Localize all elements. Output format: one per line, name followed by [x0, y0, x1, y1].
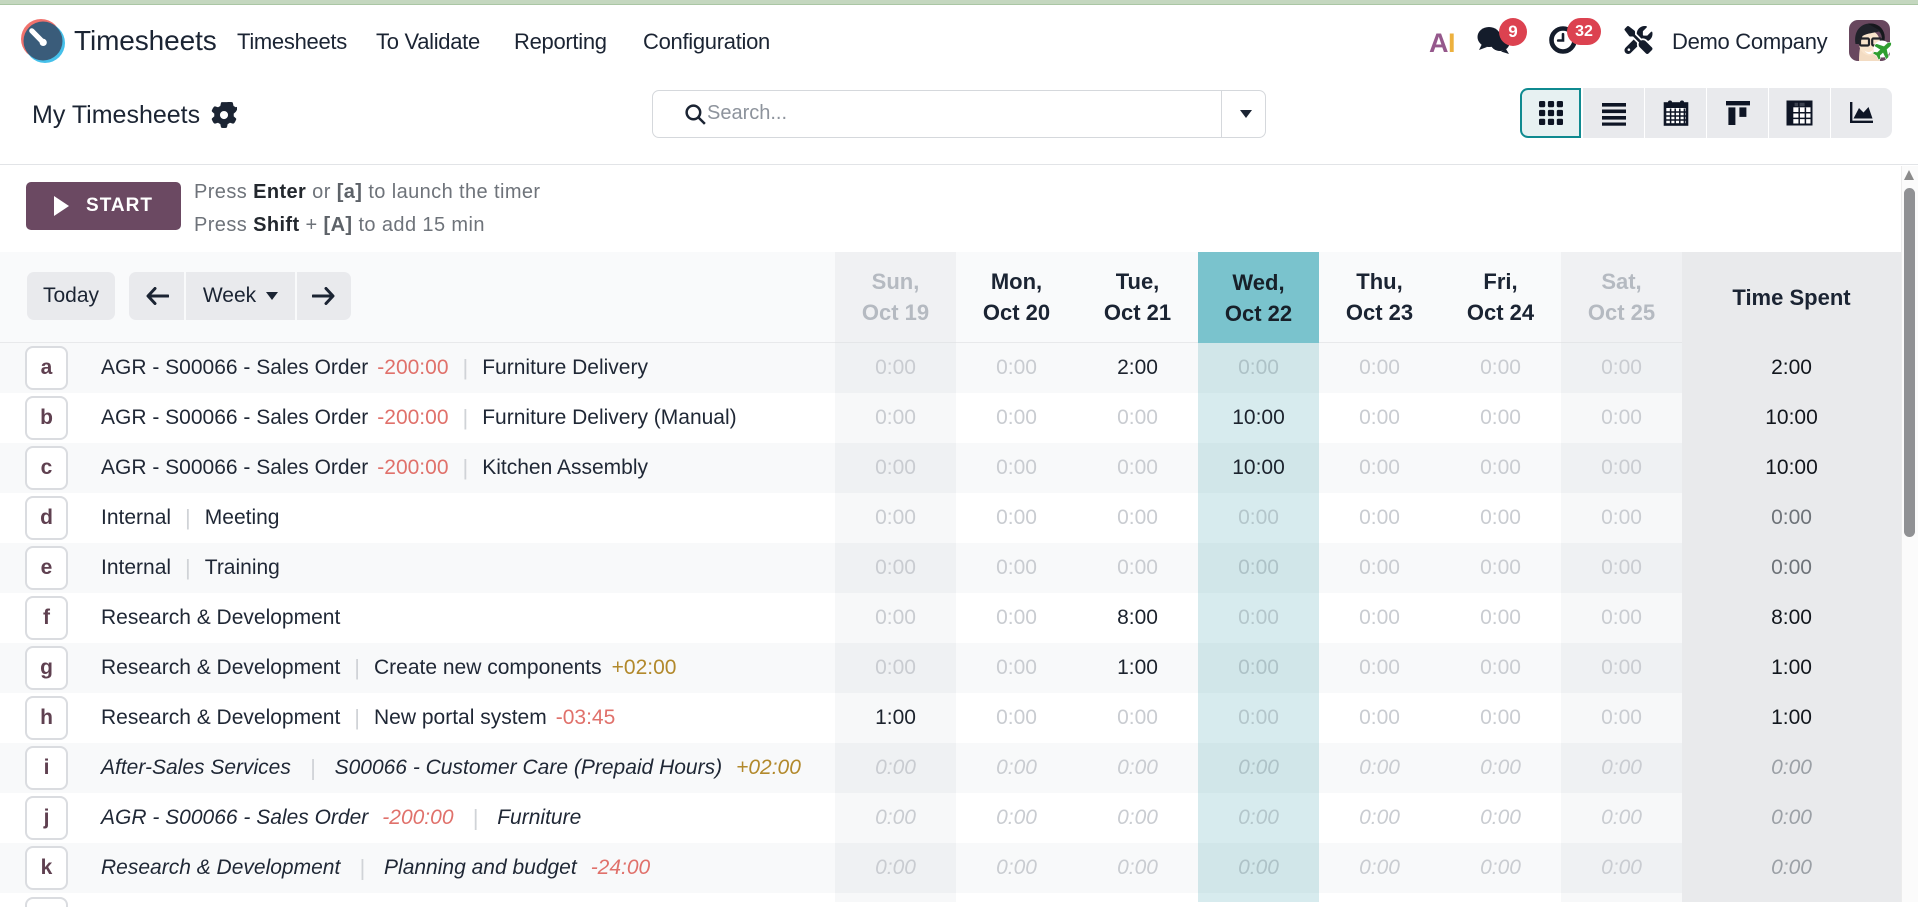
svg-text:I: I — [1448, 28, 1456, 55]
svg-text:A: A — [1429, 28, 1449, 55]
